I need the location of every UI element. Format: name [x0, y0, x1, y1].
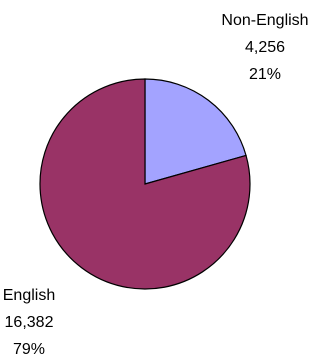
slice-value-label-non-english: 4,256 [245, 39, 285, 56]
slice-category-label-non-english: Non-English [221, 12, 308, 29]
pie-slice-non-english [144, 78, 247, 185]
slice-percent-label-non-english: 21% [249, 66, 281, 83]
slice-percent-label-english: 79% [13, 341, 45, 358]
pie-slice-english [39, 78, 251, 290]
pie-slices [39, 78, 251, 290]
slice-label-non-english: Non-English 4,256 21% [221, 12, 308, 83]
slice-value-label-english: 16,382 [5, 314, 54, 331]
slice-label-english: English 16,382 79% [3, 287, 55, 358]
slice-category-label-english: English [3, 287, 55, 304]
